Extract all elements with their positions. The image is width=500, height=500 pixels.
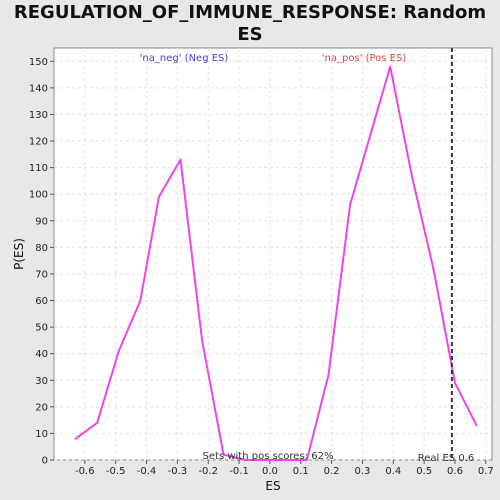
real-es-label: Real ES 0.6 — [418, 453, 474, 464]
y-tick-label: 0 — [42, 456, 48, 467]
y-tick-label: 40 — [35, 349, 48, 360]
x-tick-label: 0.1 — [293, 466, 309, 477]
x-axis: -0.6 -0.5 -0.4 -0.3 -0.2 -0.1 0.0 0.1 0.2 0.3 0.4 0… — [75, 460, 494, 477]
chart-title-line1: REGULATION_OF_IMMUNE_RESPONSE: Random ES — [13, 2, 487, 45]
data-point — [410, 174, 413, 177]
data-point — [157, 195, 160, 198]
y-tick-label: 130 — [29, 110, 48, 121]
y-tick-label: 50 — [35, 323, 48, 334]
data-point — [453, 381, 456, 384]
data-point — [222, 453, 225, 456]
x-tick-label: 0.0 — [262, 466, 278, 477]
y-tick-label: 150 — [29, 57, 48, 68]
x-tick-label: 0.3 — [354, 466, 370, 477]
data-point — [389, 65, 392, 68]
x-tick-label: 0.2 — [324, 466, 340, 477]
x-tick-label: -0.5 — [106, 466, 126, 477]
data-point — [179, 158, 182, 161]
data-point — [284, 459, 287, 461]
y-tick-label: 30 — [35, 376, 48, 387]
pos-scores-label: Sets with pos scores: 62% — [203, 451, 334, 462]
y-tick-label: 120 — [29, 137, 48, 148]
es-distribution-line — [75, 65, 478, 461]
x-tick-label: -0.2 — [198, 466, 218, 477]
y-tick-label: 20 — [35, 402, 48, 413]
y-tick-label: 140 — [29, 83, 48, 94]
data-point — [96, 421, 99, 424]
data-point — [244, 459, 247, 461]
y-tick-label: 10 — [35, 429, 48, 440]
x-tick-label: 0.7 — [478, 466, 494, 477]
x-tick-label: -0.4 — [137, 466, 157, 477]
x-tick-label: -0.1 — [229, 466, 249, 477]
data-point — [117, 350, 120, 353]
y-tick-label: 100 — [29, 190, 48, 201]
x-tick-label: -0.6 — [75, 466, 95, 477]
x-tick-label: 0.4 — [385, 466, 401, 477]
pos-es-label: 'na_pos' (Pos ES) — [322, 53, 407, 64]
data-point — [432, 267, 435, 270]
data-point — [475, 424, 478, 427]
y-tick-label: 90 — [35, 216, 48, 227]
x-axis-title: ES — [265, 479, 280, 493]
data-point — [349, 203, 352, 206]
y-axis-title: P(ES) — [12, 238, 26, 270]
grid — [54, 48, 492, 461]
x-tick-label: 0.6 — [447, 466, 463, 477]
data-point — [74, 437, 77, 440]
data-point — [305, 459, 308, 461]
y-axis: 0 10 20 30 40 50 60 70 80 90 100 110 120 130 140 150 — [29, 57, 54, 467]
plot-area — [53, 47, 493, 461]
neg-es-label: 'na_neg' (Neg ES) — [140, 53, 229, 64]
series-layer — [74, 65, 478, 461]
data-point — [201, 339, 204, 342]
data-point — [139, 299, 142, 302]
data-point — [327, 373, 330, 376]
y-tick-label: 60 — [35, 296, 48, 307]
y-tick-label: 70 — [35, 269, 48, 280]
x-tick-label: -0.3 — [168, 466, 188, 477]
y-tick-label: 110 — [29, 163, 48, 174]
x-tick-label: 0.5 — [416, 466, 432, 477]
y-tick-label: 80 — [35, 243, 48, 254]
